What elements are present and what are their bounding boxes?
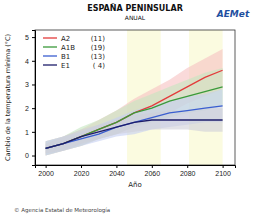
logo: AEMet bbox=[216, 9, 250, 19]
legend-count: ( 4) bbox=[93, 62, 105, 70]
y-tick: 3 bbox=[25, 81, 35, 88]
y-tick-label: 4 bbox=[25, 58, 29, 65]
x-tick-label: 2100 bbox=[215, 170, 231, 177]
legend-swatch bbox=[43, 55, 57, 56]
y-tick-mark bbox=[32, 37, 35, 38]
y-tick-mark bbox=[32, 61, 35, 62]
chart: 2000 2020 2040 2060 2080 2100 0 1 2 3 4 5 A2 (11) A1B (… bbox=[0, 0, 260, 218]
x-tick: 2020 bbox=[74, 165, 90, 177]
x-tick-mark bbox=[152, 165, 153, 168]
legend-label: A1B bbox=[61, 44, 75, 52]
subtitle: ANUAL bbox=[125, 14, 146, 21]
y-tick-mark bbox=[32, 108, 35, 109]
x-tick: 2100 bbox=[215, 165, 231, 177]
y-tick: 5 bbox=[25, 34, 35, 41]
x-axis-title: Año bbox=[128, 181, 142, 189]
series-line bbox=[46, 87, 223, 149]
uncertainty-band bbox=[46, 49, 223, 156]
y-tick: 0 bbox=[25, 152, 35, 159]
x-tick-mark bbox=[116, 165, 117, 168]
x-tick-mark bbox=[81, 165, 82, 168]
y-tick-label: 1 bbox=[25, 129, 29, 136]
plot-area bbox=[46, 30, 223, 165]
y-axis-title: Cambio de la temperatura mínima (°C) bbox=[4, 34, 12, 161]
legend-count: (11) bbox=[91, 35, 106, 43]
y-tick: 1 bbox=[25, 129, 35, 136]
x-tick: 2080 bbox=[180, 165, 196, 177]
title: ESPAÑA PENINSULAR bbox=[87, 3, 183, 13]
legend-label: A2 bbox=[61, 35, 70, 43]
y-tick-label: 3 bbox=[25, 81, 29, 88]
x-tick: 2060 bbox=[145, 165, 161, 177]
uncertainty-band bbox=[46, 108, 223, 153]
y-tick-mark bbox=[32, 156, 35, 157]
legend-count: (19) bbox=[91, 44, 106, 52]
uncertainty-band bbox=[46, 89, 223, 155]
y-axis: 0 1 2 3 4 5 bbox=[25, 31, 35, 166]
series-line bbox=[46, 106, 223, 149]
series-line bbox=[46, 70, 223, 148]
plot-frame bbox=[35, 30, 235, 165]
legend-label: B1 bbox=[61, 53, 70, 61]
x-tick-mark bbox=[187, 165, 188, 168]
legend-label: E1 bbox=[61, 62, 70, 70]
series-line bbox=[46, 120, 223, 148]
y-tick-label: 0 bbox=[25, 152, 29, 159]
x-tick-label: 2000 bbox=[38, 170, 54, 177]
x-tick-label: 2020 bbox=[74, 170, 90, 177]
x-tick-mark bbox=[46, 165, 47, 168]
y-tick-label: 2 bbox=[25, 105, 29, 112]
legend-swatch bbox=[43, 64, 57, 65]
legend-swatch bbox=[43, 46, 57, 47]
x-axis-line bbox=[36, 166, 236, 169]
x-axis: 2000 2020 2040 2060 2080 2100 bbox=[36, 165, 236, 177]
y-axis-line bbox=[32, 31, 36, 166]
legend-count: (13) bbox=[91, 53, 106, 61]
y-tick-label: 5 bbox=[25, 34, 29, 41]
x-tick: 2000 bbox=[38, 165, 54, 177]
x-tick: 2040 bbox=[109, 165, 125, 177]
y-tick-mark bbox=[32, 84, 35, 85]
source: © Agencia Estatal de Meteorología bbox=[14, 207, 110, 214]
x-tick-label: 2080 bbox=[180, 170, 196, 177]
legend-swatch bbox=[43, 37, 57, 38]
x-tick-label: 2060 bbox=[145, 170, 161, 177]
x-tick-mark bbox=[223, 165, 224, 168]
uncertainty-band bbox=[46, 68, 223, 156]
x-tick-label: 2040 bbox=[109, 170, 125, 177]
y-tick: 4 bbox=[25, 58, 35, 65]
legend: A2 (11) A1B (19) B1 (13) E1 ( 4) bbox=[43, 35, 105, 70]
y-tick-mark bbox=[32, 132, 35, 133]
y-tick: 2 bbox=[25, 105, 35, 112]
